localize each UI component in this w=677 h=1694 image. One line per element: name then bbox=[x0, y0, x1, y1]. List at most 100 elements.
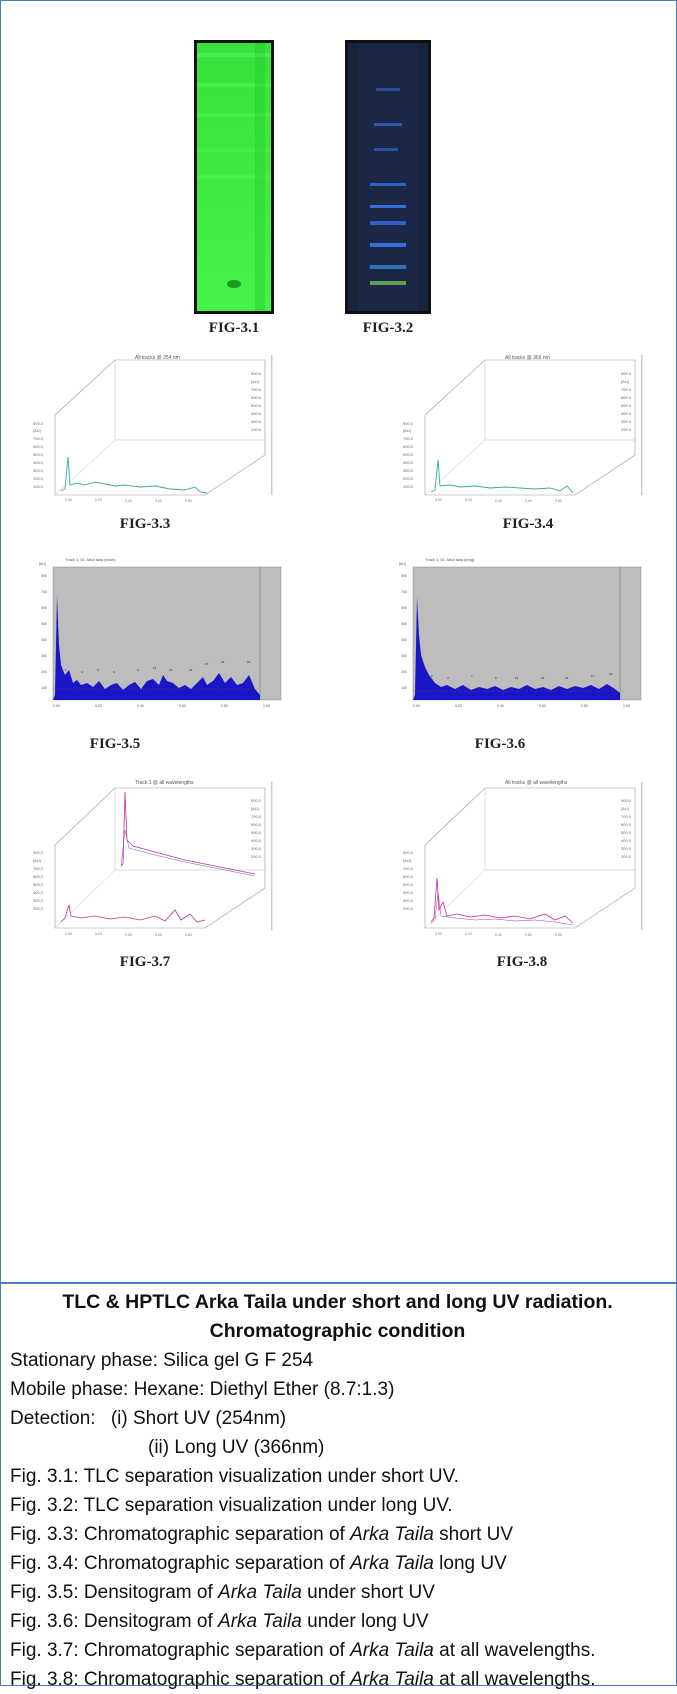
svg-text:100.0: 100.0 bbox=[403, 484, 414, 489]
svg-text:2: 2 bbox=[431, 674, 433, 678]
svg-text:900.0: 900.0 bbox=[621, 798, 632, 803]
svg-text:21: 21 bbox=[247, 660, 251, 664]
svg-text:700.0: 700.0 bbox=[621, 814, 632, 819]
svg-text:500.0: 500.0 bbox=[403, 452, 414, 457]
svg-text:All tracks @ all wavelengths: All tracks @ all wavelengths bbox=[505, 780, 568, 786]
svg-text:[AU]: [AU] bbox=[33, 858, 41, 863]
svg-text:0.60: 0.60 bbox=[155, 499, 162, 503]
svg-text:[AU]: [AU] bbox=[403, 858, 411, 863]
svg-text:600.0: 600.0 bbox=[33, 874, 44, 879]
svg-text:400: 400 bbox=[41, 638, 47, 642]
svg-text:300.0: 300.0 bbox=[33, 898, 44, 903]
svg-text:900.0: 900.0 bbox=[403, 850, 414, 855]
svg-text:0.20: 0.20 bbox=[95, 498, 102, 502]
svg-text:200.0: 200.0 bbox=[621, 854, 632, 859]
svg-text:100: 100 bbox=[41, 686, 47, 690]
tlc-plate-short-uv bbox=[194, 40, 274, 314]
svg-text:400.0: 400.0 bbox=[251, 838, 262, 843]
svg-text:0.80: 0.80 bbox=[185, 933, 192, 937]
svg-text:900.0: 900.0 bbox=[33, 850, 44, 855]
caption-item-3-8: Fig. 3.8: Chromatographic separation of … bbox=[10, 1669, 596, 1690]
caption-subtitle: Chromatographic condition bbox=[209, 1320, 466, 1342]
figure-caption: TLC & HPTLC Arka Taila under short and l… bbox=[10, 1288, 665, 1694]
svg-text:200.0: 200.0 bbox=[403, 906, 414, 911]
svg-text:300.0: 300.0 bbox=[33, 468, 44, 473]
svg-text:700.0: 700.0 bbox=[403, 866, 414, 871]
detection-label: Detection: bbox=[10, 1408, 96, 1429]
tlc-plate-long-uv bbox=[345, 40, 431, 314]
svg-text:600.0: 600.0 bbox=[251, 395, 262, 400]
svg-text:200.0: 200.0 bbox=[403, 476, 414, 481]
caption-title: TLC & HPTLC Arka Taila under short and l… bbox=[62, 1291, 613, 1313]
densitogram-short-uv: Track 1, ID: Arka taila (short) [AU] 800 7… bbox=[39, 557, 282, 708]
svg-text:100.0: 100.0 bbox=[33, 484, 44, 489]
svg-text:0.40: 0.40 bbox=[495, 499, 502, 503]
caption-item-3-2: Fig. 3.2: TLC separation visualization u… bbox=[10, 1495, 453, 1516]
chromatogram-3d-short-uv: All tracks @ 254 nm 900.0[AU]700.0600.0 … bbox=[33, 355, 273, 503]
svg-text:400.0: 400.0 bbox=[621, 411, 632, 416]
fig-3-4-label: FIG-3.4 bbox=[502, 516, 554, 532]
svg-text:17: 17 bbox=[205, 662, 209, 666]
svg-text:900.0: 900.0 bbox=[403, 421, 414, 426]
fig-3-5-label: FIG-3.5 bbox=[89, 736, 141, 752]
svg-text:300.0: 300.0 bbox=[621, 846, 632, 851]
svg-text:0.60: 0.60 bbox=[155, 933, 162, 937]
svg-text:0.40: 0.40 bbox=[495, 933, 502, 937]
svg-text:0.20: 0.20 bbox=[465, 498, 472, 502]
svg-text:[AU]: [AU] bbox=[399, 562, 406, 566]
svg-text:600.0: 600.0 bbox=[33, 444, 44, 449]
svg-text:200.0: 200.0 bbox=[33, 906, 44, 911]
densitogram-long-uv: Track 1, ID: Arka taila (long) [AU] 800 7 0… bbox=[399, 557, 642, 708]
svg-text:[AU]: [AU] bbox=[39, 562, 46, 566]
svg-text:500.0: 500.0 bbox=[251, 830, 262, 835]
svg-text:0.60: 0.60 bbox=[539, 704, 546, 708]
svg-text:400.0: 400.0 bbox=[33, 890, 44, 895]
svg-text:0.00: 0.00 bbox=[435, 932, 442, 936]
svg-text:All tracks @ 366 nm: All tracks @ 366 nm bbox=[505, 355, 550, 361]
svg-text:600.0: 600.0 bbox=[621, 822, 632, 827]
svg-text:500.0: 500.0 bbox=[33, 452, 44, 457]
svg-text:300.0: 300.0 bbox=[621, 419, 632, 424]
svg-text:300: 300 bbox=[41, 654, 47, 658]
svg-text:13: 13 bbox=[541, 676, 545, 680]
caption-item-3-6: Fig. 3.6: Densitogram of Arka Taila unde… bbox=[10, 1611, 429, 1632]
svg-text:1: 1 bbox=[65, 668, 67, 672]
svg-text:400.0: 400.0 bbox=[251, 411, 262, 416]
svg-text:600: 600 bbox=[41, 606, 47, 610]
svg-text:9: 9 bbox=[495, 676, 497, 680]
fig-3-7-label: FIG-3.7 bbox=[119, 954, 171, 970]
svg-text:200.0: 200.0 bbox=[33, 476, 44, 481]
svg-text:300.0: 300.0 bbox=[251, 846, 262, 851]
svg-text:800: 800 bbox=[401, 574, 407, 578]
svg-text:500: 500 bbox=[401, 622, 407, 626]
svg-text:0.80: 0.80 bbox=[185, 499, 192, 503]
chromatogram-3d-all-wavelengths-a: Track 1 @ all wavelengths 900.0 [AU] 700.0… bbox=[33, 780, 273, 937]
caption-item-3-7: Fig. 3.7: Chromatographic separation of … bbox=[10, 1640, 596, 1661]
svg-text:700.0: 700.0 bbox=[251, 814, 262, 819]
svg-text:600.0: 600.0 bbox=[621, 395, 632, 400]
svg-text:0.20: 0.20 bbox=[95, 704, 102, 708]
fig-3-2-label: FIG-3.2 bbox=[362, 320, 414, 336]
svg-text:700.0: 700.0 bbox=[251, 387, 262, 392]
svg-text:11: 11 bbox=[153, 666, 156, 670]
svg-text:800: 800 bbox=[41, 574, 47, 578]
svg-text:4: 4 bbox=[447, 676, 449, 680]
svg-text:0.80: 0.80 bbox=[555, 499, 562, 503]
svg-text:Track 1, ID: Arka taila (long): Track 1, ID: Arka taila (long) bbox=[425, 557, 475, 562]
svg-text:5: 5 bbox=[97, 668, 99, 672]
svg-text:6: 6 bbox=[113, 670, 115, 674]
svg-text:0.80: 0.80 bbox=[221, 704, 228, 708]
svg-text:700.0: 700.0 bbox=[403, 436, 414, 441]
svg-text:400.0: 400.0 bbox=[403, 460, 414, 465]
svg-text:0.00: 0.00 bbox=[53, 704, 60, 708]
svg-text:300.0: 300.0 bbox=[403, 898, 414, 903]
fig-3-1-label: FIG-3.1 bbox=[208, 320, 260, 336]
svg-text:500.0: 500.0 bbox=[403, 882, 414, 887]
chromatogram-3d-long-uv: All tracks @ 366 nm 900.0[AU]700.0600.0 … bbox=[403, 355, 643, 503]
svg-text:0.20: 0.20 bbox=[95, 932, 102, 936]
svg-text:0.40: 0.40 bbox=[497, 704, 504, 708]
svg-text:7: 7 bbox=[471, 674, 473, 678]
svg-text:1.00: 1.00 bbox=[263, 704, 270, 708]
svg-text:0.00: 0.00 bbox=[65, 498, 72, 502]
svg-text:900.0: 900.0 bbox=[621, 371, 632, 376]
